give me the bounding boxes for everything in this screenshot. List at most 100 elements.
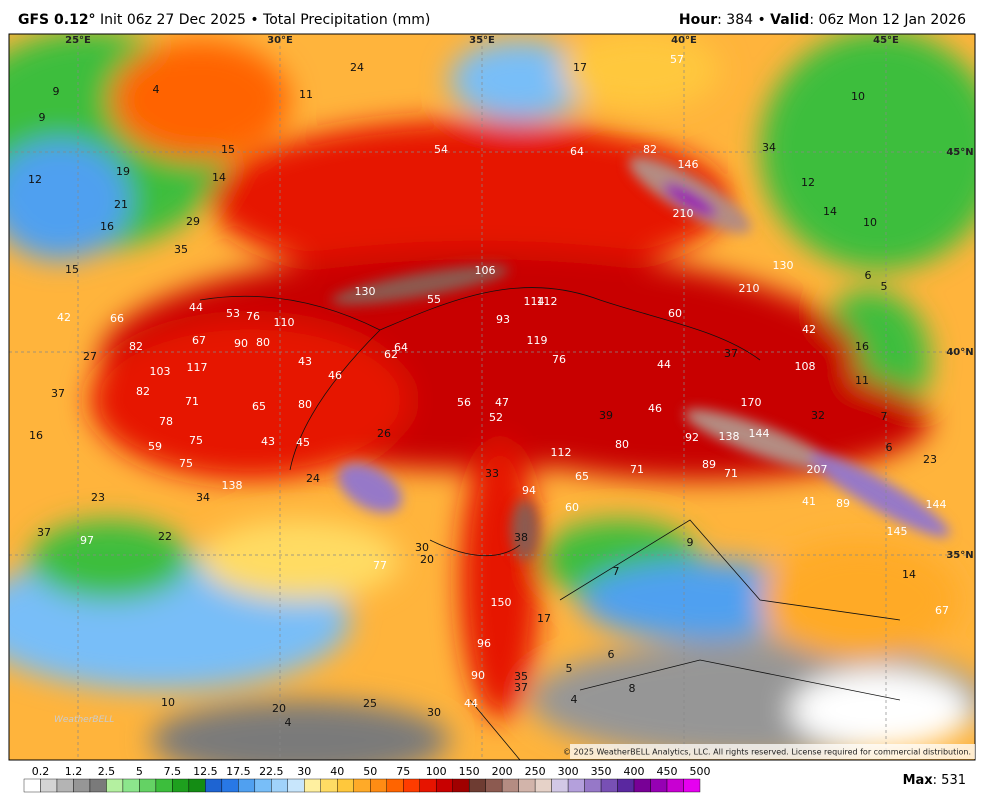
- precip-value: 25: [363, 697, 377, 710]
- precip-value: 54: [434, 143, 448, 156]
- precip-value: 75: [189, 434, 203, 447]
- precip-value: 92: [685, 431, 699, 444]
- precip-value: 76: [246, 310, 260, 323]
- precip-value: 130: [355, 285, 376, 298]
- header-right: Hour: 384 • Valid: 06z Mon 12 Jan 2026: [679, 12, 966, 28]
- precip-value: 8: [629, 682, 636, 695]
- colorbar-tick: 17.5: [226, 765, 251, 778]
- precip-value: 93: [496, 313, 510, 326]
- colorbar-tick: 1.2: [65, 765, 83, 778]
- colorbar-tick: 12.5: [193, 765, 218, 778]
- precip-value: 46: [328, 369, 342, 382]
- colorbar-swatch: [155, 778, 173, 793]
- precip-value: 9: [53, 85, 60, 98]
- copyright-bg: [570, 744, 975, 759]
- colorbar-tick: 300: [558, 765, 579, 778]
- colorbar-swatch: [633, 778, 651, 793]
- precip-value: 90: [471, 669, 485, 682]
- precip-value: 60: [565, 501, 579, 514]
- colorbar-swatch: [337, 778, 354, 793]
- precip-value: 57: [670, 53, 684, 66]
- precip-value: 32: [811, 409, 825, 422]
- precip-value: 89: [836, 497, 850, 510]
- colorbar-swatch: [452, 778, 470, 793]
- colorbar-tick: 7.5: [164, 765, 182, 778]
- precip-value: 24: [350, 61, 364, 74]
- precip-value: 117: [187, 361, 208, 374]
- precip-value: 82: [643, 143, 657, 156]
- precip-value: 103: [150, 365, 171, 378]
- precip-value: 4: [153, 83, 160, 96]
- precip-value: 43: [298, 355, 312, 368]
- precip-value: 41: [802, 495, 816, 508]
- precip-value: 106: [475, 264, 496, 277]
- precip-value: 210: [673, 207, 694, 220]
- coordinate-label: 30°E: [267, 35, 293, 46]
- run: Init 06z 27 Dec 2025 • Total Precipitati…: [100, 12, 431, 28]
- precip-value: 146: [678, 158, 699, 171]
- precip-value: 7: [881, 410, 888, 423]
- precip-value: 39: [599, 409, 613, 422]
- colorbar-swatch: [172, 778, 190, 793]
- precip-value: 62: [384, 348, 398, 361]
- precip-value: 37: [51, 387, 65, 400]
- precip-value: 5: [566, 662, 573, 675]
- precip-value: 38: [514, 531, 528, 544]
- coordinate-label: 35°N: [946, 550, 973, 561]
- precip-value: 96: [477, 637, 491, 650]
- precip-value: 35: [514, 670, 528, 683]
- precip-value: 64: [570, 145, 584, 158]
- precip-value: 44: [189, 301, 203, 314]
- precip-value: 16: [855, 340, 869, 353]
- colorbar-tick: 150: [459, 765, 480, 778]
- colorbar-swatch: [468, 778, 486, 793]
- colorbar-swatch: [567, 778, 585, 793]
- colorbar-tick: 30: [297, 765, 311, 778]
- precip-value: 10: [161, 696, 175, 709]
- precip-value: 30: [415, 541, 429, 554]
- coordinate-label: 40°E: [671, 35, 697, 46]
- colorbar-swatch: [435, 778, 453, 793]
- colorbar-swatch: [650, 778, 668, 793]
- model: GFS 0.12°: [18, 12, 96, 28]
- precip-value: 55: [427, 293, 441, 306]
- precip-value: 37: [724, 347, 738, 360]
- hour-label: Hour: [678, 12, 718, 28]
- precip-value: 5: [881, 280, 888, 293]
- precip-value: 150: [491, 596, 512, 609]
- precip-value: 10: [863, 216, 877, 229]
- max-label: Max: [903, 773, 934, 788]
- precip-value: 52: [489, 411, 503, 424]
- colorbar-swatch: [56, 778, 74, 793]
- header-left: GFS 0.12° Init 06z 27 Dec 2025 • Total P…: [18, 12, 430, 28]
- precip-value: 7: [613, 565, 620, 578]
- precip-value: 45: [296, 436, 310, 449]
- precip-value: 27: [83, 350, 97, 363]
- precip-value: 119: [527, 334, 548, 347]
- precip-value: 37: [514, 681, 528, 694]
- colorbar-tick: 5: [136, 765, 143, 778]
- precip-value: 170: [741, 396, 762, 409]
- precip-value: 20: [420, 553, 434, 566]
- borders: [199, 287, 901, 761]
- precip-value: 144: [926, 498, 947, 511]
- precip-value: 60: [668, 307, 682, 320]
- precip-value: 14: [823, 205, 837, 218]
- precip-value: 15: [65, 263, 79, 276]
- precip-value: 65: [252, 400, 266, 413]
- precip-value: 46: [648, 402, 662, 415]
- precip-value: 33: [485, 467, 499, 480]
- border-line: [199, 287, 901, 761]
- colorbar-swatch: [501, 778, 519, 793]
- valid-label: Valid: [770, 12, 810, 28]
- colorbar-tick: 0.2: [32, 765, 50, 778]
- precip-value: 53: [226, 307, 240, 320]
- precip-value: 9: [39, 111, 46, 124]
- coordinate-label: 45°N: [946, 147, 973, 158]
- precip-value: 4: [571, 693, 578, 706]
- precip-value: 34: [762, 141, 776, 154]
- precip-value: 24: [306, 472, 320, 485]
- coordinate-label: 35°E: [469, 35, 495, 46]
- precip-value: 67: [935, 604, 949, 617]
